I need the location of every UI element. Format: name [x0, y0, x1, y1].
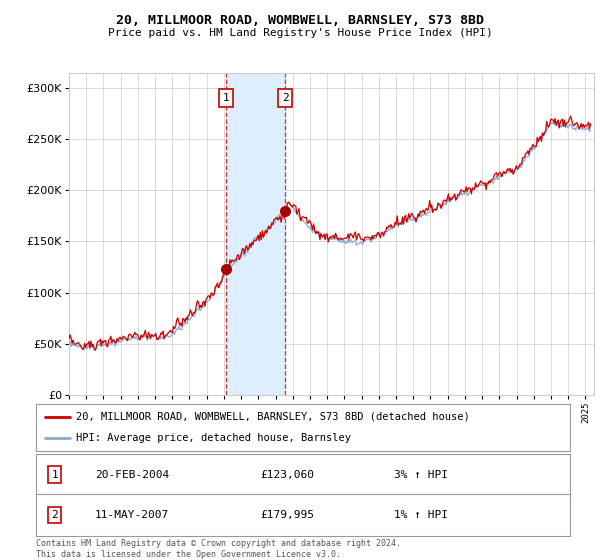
- Text: 3% ↑ HPI: 3% ↑ HPI: [394, 470, 448, 479]
- Text: 11-MAY-2007: 11-MAY-2007: [95, 510, 169, 520]
- Text: £123,060: £123,060: [260, 470, 314, 479]
- Text: Price paid vs. HM Land Registry's House Price Index (HPI): Price paid vs. HM Land Registry's House …: [107, 28, 493, 38]
- Text: Contains HM Land Registry data © Crown copyright and database right 2024.
This d: Contains HM Land Registry data © Crown c…: [36, 539, 401, 559]
- Text: 20, MILLMOOR ROAD, WOMBWELL, BARNSLEY, S73 8BD: 20, MILLMOOR ROAD, WOMBWELL, BARNSLEY, S…: [116, 14, 484, 27]
- Text: HPI: Average price, detached house, Barnsley: HPI: Average price, detached house, Barn…: [76, 433, 351, 444]
- Text: 1: 1: [223, 94, 230, 104]
- Text: 1: 1: [52, 470, 58, 479]
- Text: 20-FEB-2004: 20-FEB-2004: [95, 470, 169, 479]
- Text: £179,995: £179,995: [260, 510, 314, 520]
- Text: 20, MILLMOOR ROAD, WOMBWELL, BARNSLEY, S73 8BD (detached house): 20, MILLMOOR ROAD, WOMBWELL, BARNSLEY, S…: [76, 412, 470, 422]
- Bar: [226, 73, 285, 395]
- Text: 1% ↑ HPI: 1% ↑ HPI: [394, 510, 448, 520]
- Text: 2: 2: [281, 94, 289, 104]
- Text: 2: 2: [52, 510, 58, 520]
